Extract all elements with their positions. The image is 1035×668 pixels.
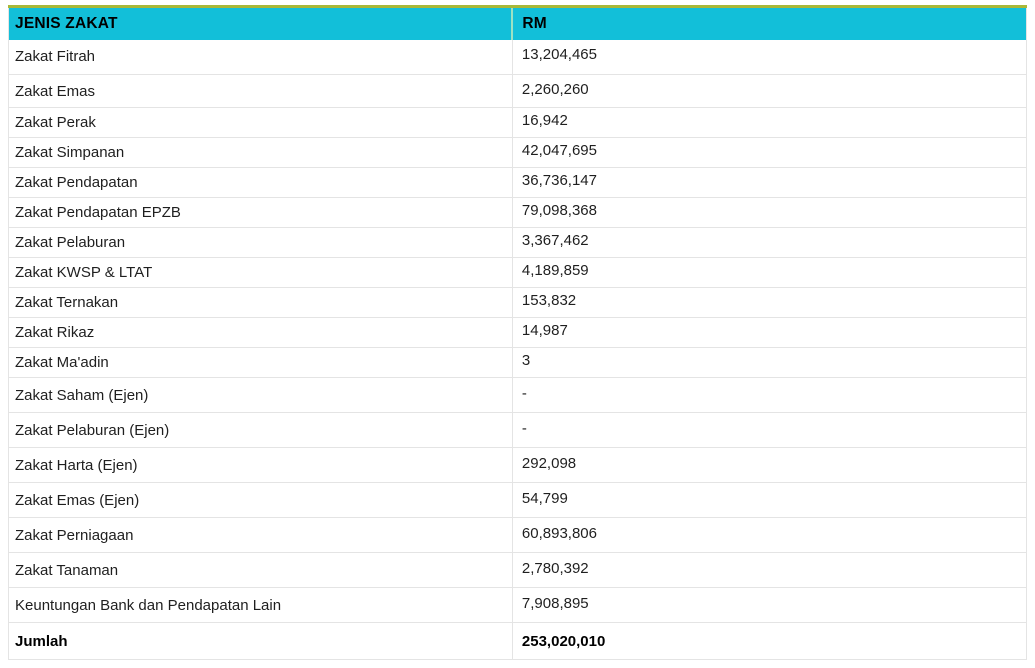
row-label: Zakat Rikaz xyxy=(8,317,513,348)
row-label: Zakat Ma'adin xyxy=(8,347,513,378)
row-value-text: 60,893,806 xyxy=(521,524,597,542)
table-row: Zakat Simpanan 42,047,695 xyxy=(8,137,1027,168)
table-row: Zakat Pendapatan 36,736,147 xyxy=(8,167,1027,198)
row-value-text: 2,780,392 xyxy=(521,559,589,577)
row-value-text: - xyxy=(521,419,527,437)
row-label: Zakat Emas xyxy=(8,74,513,108)
table-row: Keuntungan Bank dan Pendapatan Lain 7,90… xyxy=(8,587,1027,623)
table-row: Zakat Rikaz 14,987 xyxy=(8,317,1027,348)
row-value-text: 16,942 xyxy=(521,112,568,129)
row-label: Zakat Pelaburan (Ejen) xyxy=(8,412,513,448)
row-label: Zakat KWSP & LTAT xyxy=(8,257,513,288)
row-label: Zakat Emas (Ejen) xyxy=(8,482,513,518)
row-label: Zakat Saham (Ejen) xyxy=(8,377,513,413)
zakat-collection-table: JENIS ZAKAT RM Zakat Fitrah 13,204,465 Z… xyxy=(8,5,1027,660)
table-row: Zakat Pendapatan EPZB 79,098,368 xyxy=(8,197,1027,228)
row-label: Zakat Fitrah xyxy=(8,39,513,75)
row-label: Zakat Perniagaan xyxy=(8,517,513,553)
row-value: 36,736,147 xyxy=(511,167,1027,198)
row-value: 60,893,806 xyxy=(511,517,1027,553)
column-header-rm: RM xyxy=(511,5,1027,40)
row-value-text: 14,987 xyxy=(521,322,568,339)
table-row: Zakat Emas (Ejen) 54,799 xyxy=(8,482,1027,518)
row-value-text: 36,736,147 xyxy=(521,172,597,189)
table-row: Zakat Ternakan 153,832 xyxy=(8,287,1027,318)
row-value: 292,098 xyxy=(511,447,1027,483)
table-row: Zakat Ma'adin 3 xyxy=(8,347,1027,378)
row-label: Zakat Perak xyxy=(8,107,513,138)
row-value: 14,987 xyxy=(511,317,1027,348)
row-value: 3 xyxy=(511,347,1027,378)
table-row: Zakat Pelaburan (Ejen) - xyxy=(8,412,1027,448)
column-header-jenis-zakat: JENIS ZAKAT xyxy=(8,5,513,40)
table-row: Zakat Tanaman 2,780,392 xyxy=(8,552,1027,588)
table-row: Zakat Fitrah 13,204,465 xyxy=(8,39,1027,75)
row-value: 2,260,260 xyxy=(511,74,1027,108)
row-value: 54,799 xyxy=(511,482,1027,518)
row-value: 16,942 xyxy=(511,107,1027,138)
table-row: Zakat Emas 2,260,260 xyxy=(8,74,1027,108)
row-value: - xyxy=(511,412,1027,448)
row-value: 79,098,368 xyxy=(511,197,1027,228)
row-value-text: - xyxy=(521,384,527,402)
row-value: 2,780,392 xyxy=(511,552,1027,588)
row-value: 153,832 xyxy=(511,287,1027,318)
row-value-text: 42,047,695 xyxy=(521,142,597,159)
row-value: 42,047,695 xyxy=(511,137,1027,168)
table-row: Zakat Perak 16,942 xyxy=(8,107,1027,138)
row-label: Keuntungan Bank dan Pendapatan Lain xyxy=(8,587,513,623)
row-label: Zakat Pendapatan EPZB xyxy=(8,197,513,228)
row-value-text: 292,098 xyxy=(521,454,577,472)
row-value-text: 4,189,859 xyxy=(521,262,589,279)
row-label: Zakat Pendapatan xyxy=(8,167,513,198)
row-label: Zakat Tanaman xyxy=(8,552,513,588)
row-label: Zakat Pelaburan xyxy=(8,227,513,258)
total-value: 253,020,010 xyxy=(511,622,1027,660)
row-value: 13,204,465 xyxy=(511,39,1027,75)
row-value: - xyxy=(511,377,1027,413)
table-row: Zakat Perniagaan 60,893,806 xyxy=(8,517,1027,553)
table-row: Zakat Saham (Ejen) - xyxy=(8,377,1027,413)
row-value: 4,189,859 xyxy=(511,257,1027,288)
row-value-text: 13,204,465 xyxy=(521,46,597,64)
row-value-text: 3,367,462 xyxy=(521,232,589,249)
row-label: Zakat Simpanan xyxy=(8,137,513,168)
row-value-text: 79,098,368 xyxy=(521,202,597,219)
row-value: 7,908,895 xyxy=(511,587,1027,623)
zakat-table: JENIS ZAKAT RM Zakat Fitrah 13,204,465 Z… xyxy=(8,5,1027,660)
row-value-text: 153,832 xyxy=(521,292,577,309)
table-row: Zakat Pelaburan 3,367,462 xyxy=(8,227,1027,258)
row-label: Zakat Harta (Ejen) xyxy=(8,447,513,483)
row-value-text: 54,799 xyxy=(521,489,568,507)
table-row: Zakat Harta (Ejen) 292,098 xyxy=(8,447,1027,483)
row-value-text: 2,260,260 xyxy=(521,80,589,98)
row-value-text: 3 xyxy=(521,352,531,369)
row-value: 3,367,462 xyxy=(511,227,1027,258)
header-row: JENIS ZAKAT RM xyxy=(8,5,1027,40)
total-label: Jumlah xyxy=(8,622,513,660)
row-value-text: 7,908,895 xyxy=(521,594,589,612)
total-row: Jumlah 253,020,010 xyxy=(8,622,1027,660)
row-label: Zakat Ternakan xyxy=(8,287,513,318)
table-row: Zakat KWSP & LTAT 4,189,859 xyxy=(8,257,1027,288)
